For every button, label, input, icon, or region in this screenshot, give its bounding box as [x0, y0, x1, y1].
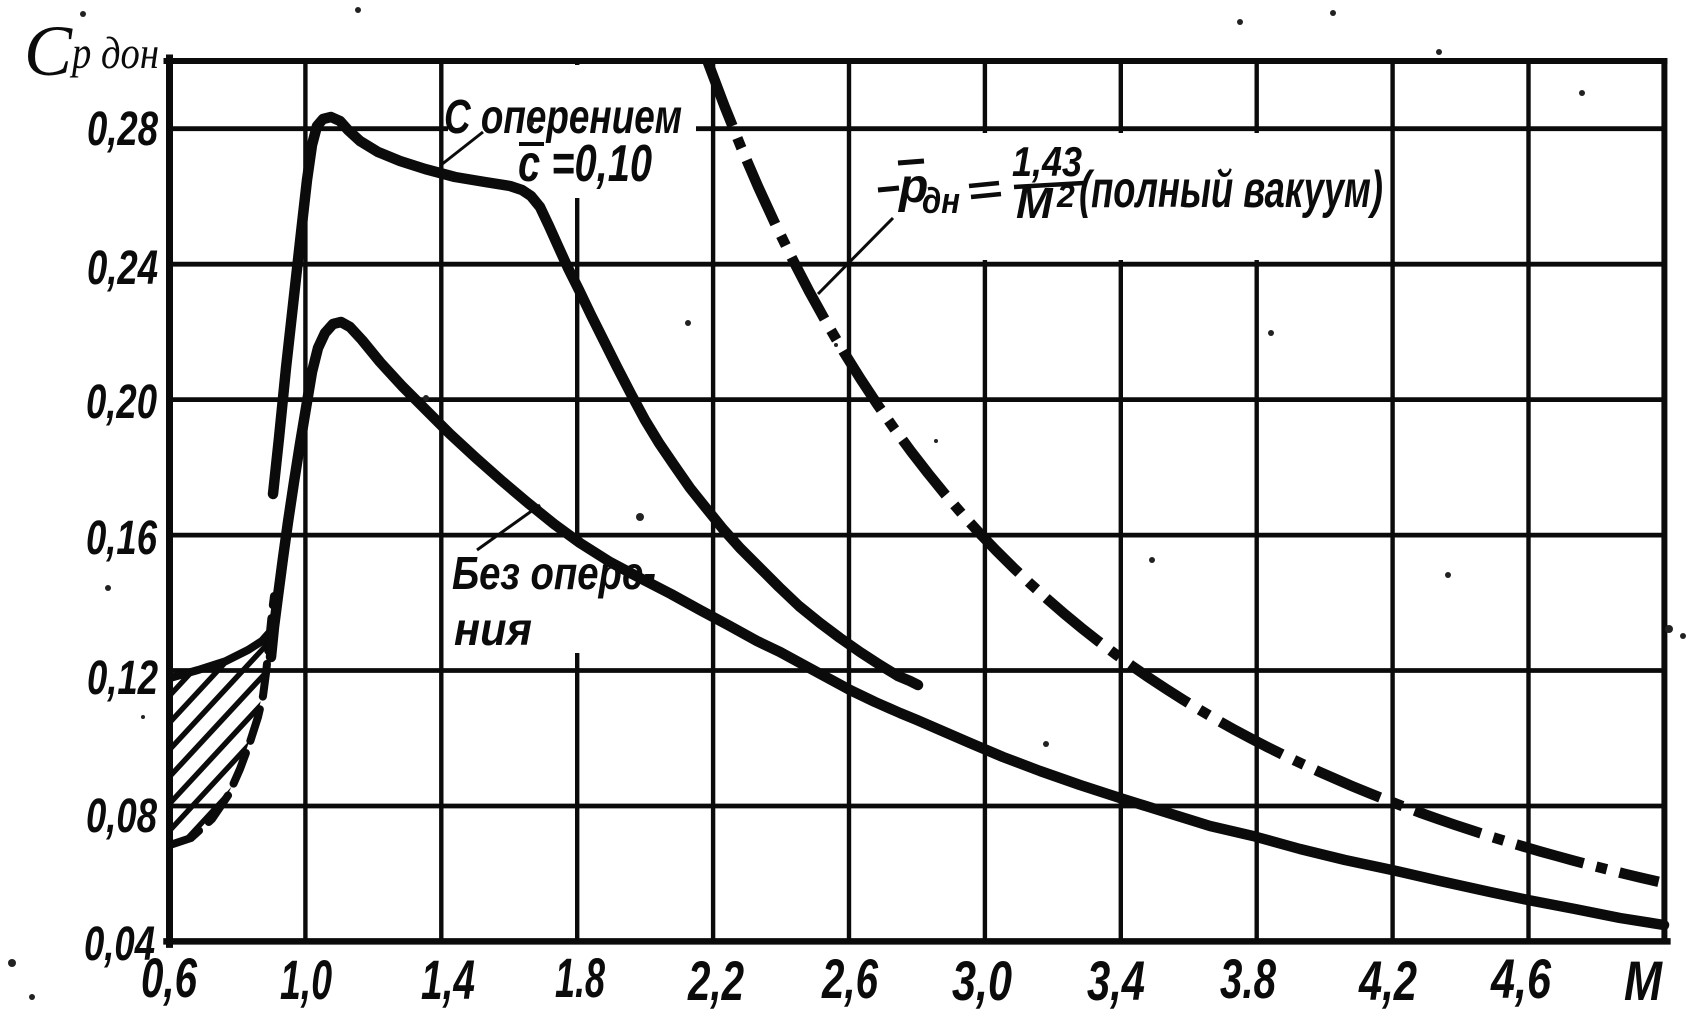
svg-text:4,6: 4,6: [1490, 947, 1551, 1010]
svg-text:4,2: 4,2: [1358, 949, 1417, 1012]
svg-text:1,4: 1,4: [421, 948, 475, 1011]
svg-text:1,0: 1,0: [280, 948, 332, 1011]
svg-text:M: M: [1624, 949, 1663, 1012]
svg-text:p: p: [897, 160, 928, 213]
svg-text:0,12: 0,12: [87, 652, 158, 705]
svg-text:0,24: 0,24: [87, 242, 158, 295]
svg-text:3,4: 3,4: [1087, 949, 1145, 1012]
svg-text:дн: дн: [922, 180, 960, 221]
svg-text:ния: ния: [454, 603, 532, 655]
svg-text:M: M: [1016, 179, 1054, 228]
svg-text:3,0: 3,0: [952, 949, 1012, 1012]
svg-text:0,20: 0,20: [86, 376, 157, 429]
svg-text:1,43: 1,43: [1012, 138, 1082, 185]
svg-text:Без опере-: Без опере-: [452, 547, 656, 599]
svg-text:(полный вакуум): (полный вакуум): [1079, 161, 1383, 219]
svg-text:2: 2: [1056, 178, 1075, 214]
svg-text:0,16: 0,16: [86, 512, 157, 565]
svg-text:2,2: 2,2: [687, 949, 744, 1012]
svg-text:2,6: 2,6: [821, 947, 878, 1010]
svg-text:3.8: 3.8: [1220, 947, 1277, 1010]
svg-text:C: C: [24, 11, 73, 91]
svg-text:0,08: 0,08: [86, 790, 157, 843]
svg-text:0,6: 0,6: [141, 946, 198, 1009]
svg-text:1.8: 1.8: [555, 946, 606, 1009]
svg-text:0,04: 0,04: [84, 918, 155, 971]
svg-text:р дон: р дон: [69, 27, 159, 78]
svg-text:С оперением: С оперением: [444, 91, 682, 144]
svg-text:0,28: 0,28: [87, 103, 158, 156]
